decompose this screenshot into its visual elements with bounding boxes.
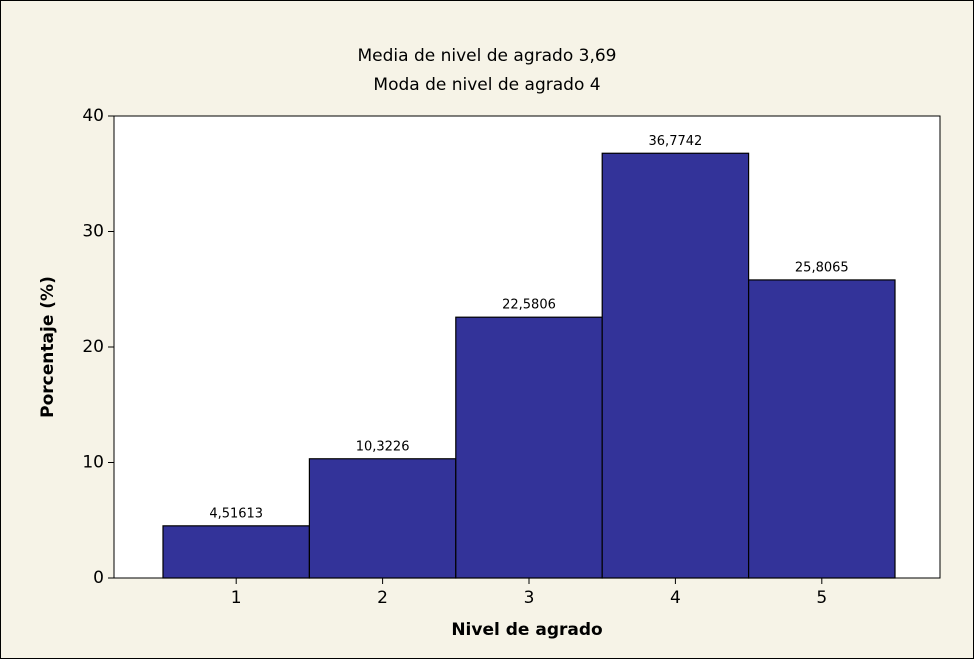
x-tick-label: 5	[816, 588, 827, 608]
y-axis-label: Porcentaje (%)	[38, 276, 58, 418]
chart-title: Media de nivel de agrado 3,69	[358, 46, 617, 66]
data-label: 22,5806	[502, 298, 556, 313]
data-label: 4,51613	[209, 506, 263, 521]
y-tick-label: 40	[82, 106, 104, 126]
x-axis-label: Nivel de agrado	[451, 620, 602, 640]
bar	[601, 152, 750, 579]
y-tick-label: 10	[82, 453, 104, 473]
y-tick-label: 30	[82, 222, 104, 242]
data-label: 25,8065	[795, 260, 849, 275]
data-label: 36,7742	[649, 134, 703, 149]
y-tick-label: 20	[82, 337, 104, 357]
y-tick-label: 0	[93, 568, 104, 588]
bar	[747, 279, 896, 579]
data-label: 10,3226	[356, 439, 410, 454]
bar	[308, 458, 457, 579]
bar	[162, 525, 310, 579]
x-tick-label: 1	[231, 588, 242, 608]
x-tick-label: 4	[670, 588, 681, 608]
x-tick-label: 3	[524, 588, 535, 608]
bar	[455, 316, 603, 579]
x-tick-label: 2	[377, 588, 388, 608]
chart-subtitle: Moda de nivel de agrado 4	[373, 75, 600, 95]
